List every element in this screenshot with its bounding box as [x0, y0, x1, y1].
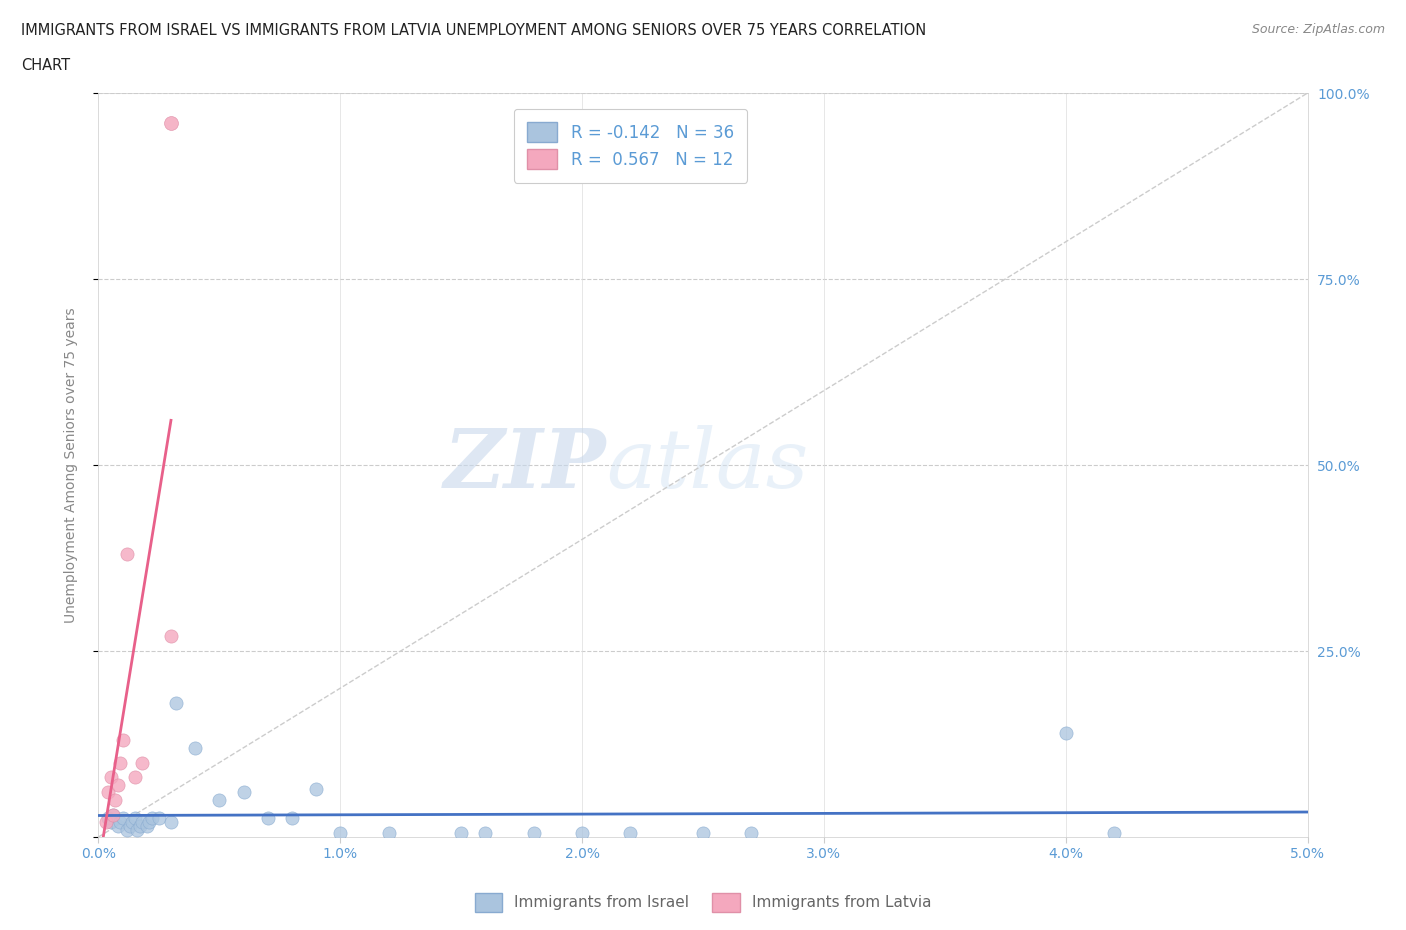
Text: Source: ZipAtlas.com: Source: ZipAtlas.com — [1251, 23, 1385, 36]
Point — [571, 826, 593, 841]
Point — [107, 818, 129, 833]
Point — [124, 770, 146, 785]
Point — [208, 792, 231, 807]
Point — [141, 811, 163, 826]
Point — [131, 815, 153, 830]
Point — [329, 826, 352, 841]
Point — [128, 818, 150, 833]
Point — [101, 807, 124, 822]
Point — [523, 826, 546, 841]
Point — [118, 818, 141, 833]
Point — [1102, 826, 1125, 841]
Text: IMMIGRANTS FROM ISRAEL VS IMMIGRANTS FROM LATVIA UNEMPLOYMENT AMONG SENIORS OVER: IMMIGRANTS FROM ISRAEL VS IMMIGRANTS FRO… — [21, 23, 927, 38]
Text: CHART: CHART — [21, 58, 70, 73]
Y-axis label: Unemployment Among Seniors over 75 years: Unemployment Among Seniors over 75 years — [63, 307, 77, 623]
Legend: Immigrants from Israel, Immigrants from Latvia: Immigrants from Israel, Immigrants from … — [468, 887, 938, 918]
Point — [184, 740, 207, 755]
Point — [256, 811, 278, 826]
Point — [305, 781, 328, 796]
Point — [450, 826, 472, 841]
Point — [94, 815, 117, 830]
Point — [619, 826, 641, 841]
Point — [111, 733, 134, 748]
Point — [127, 822, 149, 837]
Text: atlas: atlas — [606, 425, 808, 505]
Point — [117, 547, 139, 562]
Point — [165, 696, 187, 711]
Point — [474, 826, 496, 841]
Point — [131, 755, 153, 770]
Point — [160, 115, 183, 130]
Point — [148, 811, 170, 826]
Point — [121, 815, 143, 830]
Point — [232, 785, 254, 800]
Point — [111, 811, 134, 826]
Point — [101, 807, 124, 822]
Point — [692, 826, 714, 841]
Point — [377, 826, 399, 841]
Point — [108, 755, 131, 770]
Point — [97, 811, 120, 826]
Point — [107, 777, 129, 792]
Point — [281, 811, 304, 826]
Legend: R = -0.142   N = 36, R =  0.567   N = 12: R = -0.142 N = 36, R = 0.567 N = 12 — [513, 109, 747, 183]
Point — [138, 815, 160, 830]
Point — [108, 815, 131, 830]
Text: ZIP: ZIP — [444, 425, 606, 505]
Point — [1054, 725, 1077, 740]
Point — [100, 770, 122, 785]
Point — [160, 815, 183, 830]
Point — [104, 792, 127, 807]
Point — [117, 822, 139, 837]
Point — [100, 815, 122, 830]
Point — [135, 818, 157, 833]
Point — [740, 826, 762, 841]
Point — [160, 629, 183, 644]
Point — [97, 785, 120, 800]
Point — [124, 811, 146, 826]
